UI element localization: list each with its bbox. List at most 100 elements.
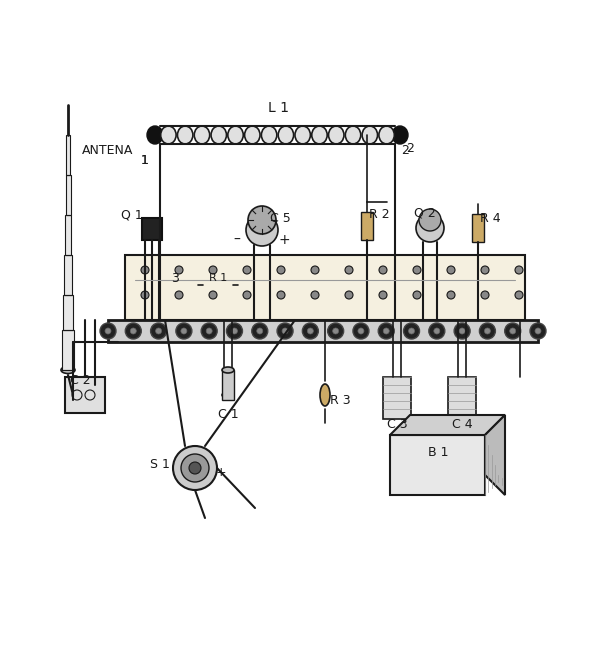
Circle shape bbox=[282, 328, 288, 334]
Circle shape bbox=[358, 328, 364, 334]
Ellipse shape bbox=[329, 126, 344, 144]
Bar bbox=[472, 214, 484, 242]
Circle shape bbox=[311, 266, 319, 274]
Text: R 1: R 1 bbox=[209, 273, 227, 283]
Text: R 2: R 2 bbox=[368, 209, 389, 222]
Circle shape bbox=[515, 266, 523, 274]
Circle shape bbox=[175, 266, 183, 274]
Circle shape bbox=[209, 266, 217, 274]
Ellipse shape bbox=[178, 126, 193, 144]
Circle shape bbox=[232, 328, 238, 334]
Circle shape bbox=[481, 266, 489, 274]
Ellipse shape bbox=[312, 126, 327, 144]
Circle shape bbox=[459, 328, 465, 334]
Circle shape bbox=[311, 291, 319, 299]
Circle shape bbox=[404, 323, 419, 339]
Ellipse shape bbox=[392, 126, 408, 144]
Circle shape bbox=[173, 446, 217, 490]
Circle shape bbox=[479, 323, 496, 339]
Circle shape bbox=[243, 266, 251, 274]
Text: C 2: C 2 bbox=[70, 373, 91, 386]
Ellipse shape bbox=[346, 126, 361, 144]
Circle shape bbox=[246, 214, 278, 246]
Circle shape bbox=[416, 214, 444, 242]
Bar bbox=[448, 377, 476, 419]
Ellipse shape bbox=[379, 126, 394, 144]
Circle shape bbox=[434, 328, 440, 334]
Polygon shape bbox=[485, 415, 505, 495]
Circle shape bbox=[481, 291, 489, 299]
Circle shape bbox=[155, 328, 161, 334]
Circle shape bbox=[535, 328, 541, 334]
Circle shape bbox=[206, 328, 212, 334]
Circle shape bbox=[201, 323, 217, 339]
Text: R 3: R 3 bbox=[329, 393, 350, 406]
Circle shape bbox=[510, 328, 516, 334]
Circle shape bbox=[100, 323, 116, 339]
Circle shape bbox=[345, 266, 353, 274]
Bar bbox=[66, 135, 70, 175]
Text: 3: 3 bbox=[171, 272, 179, 284]
Bar bbox=[361, 212, 373, 240]
Circle shape bbox=[515, 291, 523, 299]
Bar bbox=[142, 218, 162, 240]
Circle shape bbox=[328, 323, 344, 339]
Text: 2: 2 bbox=[406, 141, 414, 154]
Ellipse shape bbox=[61, 367, 75, 373]
Ellipse shape bbox=[161, 126, 176, 144]
Text: C 3: C 3 bbox=[386, 419, 407, 432]
Ellipse shape bbox=[295, 126, 310, 144]
Circle shape bbox=[345, 291, 353, 299]
Circle shape bbox=[447, 291, 455, 299]
Text: S 1: S 1 bbox=[150, 459, 170, 472]
Ellipse shape bbox=[222, 392, 234, 398]
Circle shape bbox=[176, 323, 192, 339]
Bar bbox=[390, 435, 485, 495]
Circle shape bbox=[252, 323, 268, 339]
Circle shape bbox=[248, 206, 276, 234]
Circle shape bbox=[235, 282, 241, 288]
Ellipse shape bbox=[194, 126, 209, 144]
Circle shape bbox=[419, 209, 441, 231]
Text: 1: 1 bbox=[141, 154, 149, 167]
Circle shape bbox=[141, 266, 149, 274]
Text: Q 1: Q 1 bbox=[121, 209, 143, 222]
Bar bbox=[64, 255, 72, 295]
Circle shape bbox=[189, 462, 201, 474]
Bar bbox=[63, 295, 73, 330]
Text: C 1: C 1 bbox=[218, 408, 238, 421]
Circle shape bbox=[105, 328, 111, 334]
Text: B 1: B 1 bbox=[428, 446, 448, 459]
Text: +: + bbox=[278, 233, 290, 247]
Circle shape bbox=[302, 323, 319, 339]
Circle shape bbox=[277, 291, 285, 299]
Bar bbox=[65, 215, 71, 255]
Circle shape bbox=[505, 323, 521, 339]
Bar bbox=[125, 255, 525, 320]
Ellipse shape bbox=[228, 126, 243, 144]
Ellipse shape bbox=[245, 126, 260, 144]
Circle shape bbox=[379, 266, 387, 274]
Circle shape bbox=[181, 328, 187, 334]
Circle shape bbox=[484, 328, 490, 334]
Circle shape bbox=[195, 282, 201, 288]
Circle shape bbox=[277, 323, 293, 339]
Text: C 5: C 5 bbox=[269, 211, 290, 224]
Ellipse shape bbox=[362, 126, 377, 144]
Circle shape bbox=[378, 323, 394, 339]
Bar bbox=[383, 377, 411, 419]
Circle shape bbox=[409, 328, 415, 334]
Bar bbox=[108, 320, 538, 342]
Circle shape bbox=[447, 266, 455, 274]
Text: –: – bbox=[233, 233, 241, 247]
Circle shape bbox=[353, 323, 369, 339]
Text: Q 2: Q 2 bbox=[414, 207, 436, 220]
Circle shape bbox=[125, 323, 141, 339]
Circle shape bbox=[181, 454, 209, 482]
Circle shape bbox=[209, 291, 217, 299]
Circle shape bbox=[413, 291, 421, 299]
Text: C 4: C 4 bbox=[452, 419, 472, 432]
Ellipse shape bbox=[211, 126, 226, 144]
Circle shape bbox=[307, 328, 313, 334]
Circle shape bbox=[530, 323, 546, 339]
